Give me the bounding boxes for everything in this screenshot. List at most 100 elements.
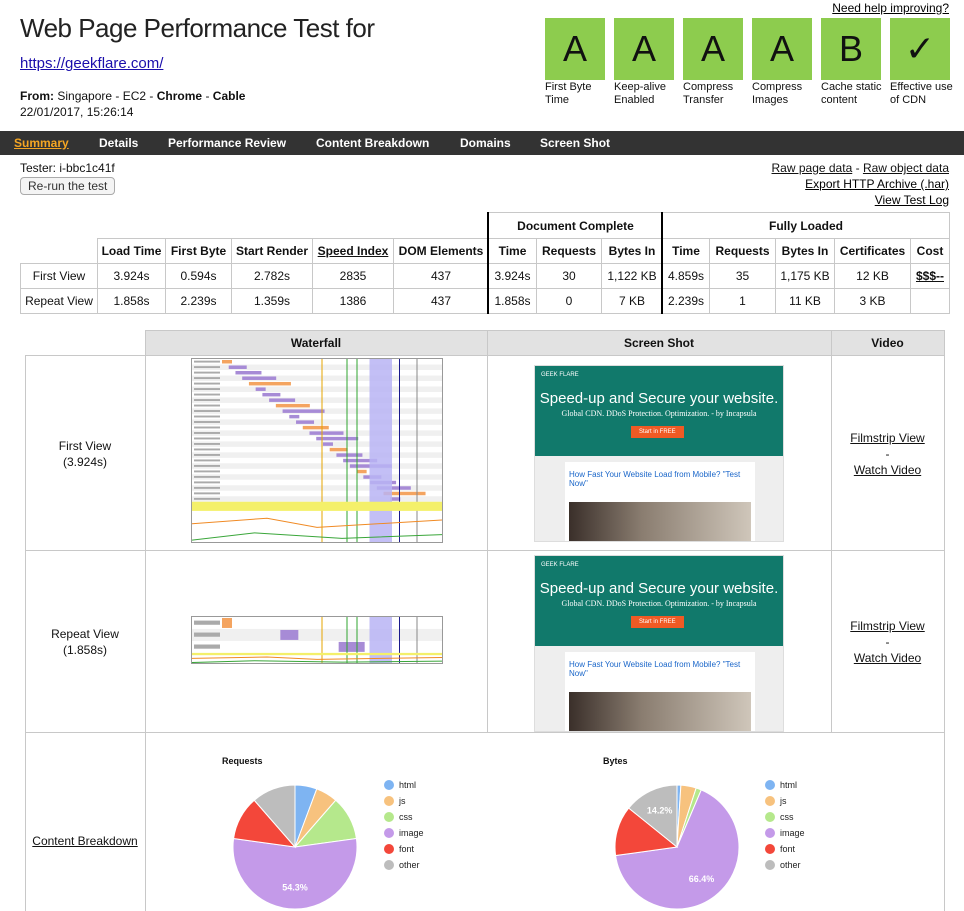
- waterfall-shape: [194, 497, 220, 500]
- hero-headline: Speed-up and Secure your website.: [539, 390, 779, 407]
- raw-object-link[interactable]: Raw object data: [862, 161, 949, 175]
- waterfall-shape: [390, 497, 401, 501]
- grade-box: ✓: [890, 18, 950, 80]
- grade-letter: A: [562, 28, 587, 69]
- group-header: Document Complete: [488, 212, 663, 239]
- details-column-header: Screen Shot: [623, 336, 695, 350]
- grade-letter: B: [838, 28, 863, 69]
- result-cell: 0: [536, 288, 602, 314]
- nav-tab[interactable]: Content Breakdown: [316, 136, 430, 150]
- location: Singapore - EC2: [57, 89, 147, 103]
- waterfall-shape: [289, 414, 300, 419]
- video-link[interactable]: Filmstrip View: [850, 619, 925, 633]
- legend-label: font: [780, 844, 796, 854]
- group-header: Fully Loaded: [662, 212, 950, 239]
- border-line: [25, 550, 945, 551]
- result-cell: 0.594s: [165, 263, 232, 289]
- grade-label: Compress Transfer: [683, 81, 734, 106]
- result-cell-text: 1,122 KB: [607, 269, 657, 283]
- waterfall-thumbnail[interactable]: [191, 616, 443, 664]
- waterfall-shape: [192, 656, 442, 660]
- content-breakdown-link[interactable]: Content Breakdown: [32, 834, 138, 848]
- result-cell: 35: [709, 263, 776, 289]
- column-header-text[interactable]: Speed Index: [317, 244, 389, 258]
- pie-slice: [233, 799, 297, 848]
- nav-tab[interactable]: Summary: [14, 136, 69, 150]
- nav-tab[interactable]: Performance Review: [168, 136, 287, 150]
- row-label: First View: [20, 263, 98, 289]
- hero-button: Start in FREE: [631, 616, 684, 628]
- result-cell: 1,122 KB: [601, 263, 663, 289]
- waterfall-thumbnail[interactable]: [191, 358, 443, 543]
- waterfall-shape: [192, 397, 442, 403]
- nav-tab[interactable]: Details: [99, 136, 139, 150]
- pie-slice: [628, 784, 678, 849]
- help-link[interactable]: Need help improving?: [832, 1, 949, 15]
- column-header: Start Render: [231, 238, 313, 264]
- result-cell-text: 2835: [339, 269, 367, 283]
- grade-label: Cache static content: [821, 81, 882, 106]
- result-cell-text: 3.924s: [494, 269, 531, 283]
- video-link[interactable]: Filmstrip View: [850, 430, 925, 445]
- article-image: [569, 692, 751, 731]
- raw-page-link[interactable]: Raw page data: [771, 161, 853, 175]
- nav-tab[interactable]: Domains: [460, 136, 511, 150]
- waterfall-shape: [242, 376, 277, 380]
- result-cell: 1,175 KB: [775, 263, 835, 289]
- nav-tab[interactable]: Screen Shot: [540, 136, 611, 150]
- test-date: 22/01/2017, 15:26:14: [20, 105, 134, 119]
- screenshot-thumbnail[interactable]: GEEK FLARE Speed-up and Secure your websi…: [534, 555, 784, 732]
- legend-swatch: [384, 796, 394, 806]
- pie-slice: [615, 789, 740, 910]
- screenshot-thumbnail[interactable]: GEEK FLARE Speed-up and Secure your websi…: [534, 365, 784, 542]
- waterfall-shape: [192, 496, 442, 502]
- result-cell: 1.858s: [97, 288, 166, 314]
- grade-box: A: [752, 18, 812, 80]
- column-header-text: Bytes In: [781, 244, 829, 258]
- waterfall-shape: [194, 475, 220, 478]
- result-cell: 30: [536, 263, 602, 289]
- waterfall-shape: [316, 436, 359, 441]
- slice-label: 54.3%: [282, 882, 308, 892]
- log-link[interactable]: View Test Log: [874, 193, 949, 207]
- waterfall-shape: [194, 486, 220, 489]
- waterfall-shape: [194, 377, 220, 380]
- waterfall-shape: [194, 432, 220, 434]
- video-link[interactable]: Watch Video: [853, 651, 922, 665]
- waterfall-shape: [194, 453, 220, 456]
- details-header-bg: [145, 330, 944, 355]
- grade-label: Effective use of CDN: [890, 81, 953, 106]
- legend-label: css: [399, 812, 413, 822]
- browser: Chrome: [156, 89, 203, 103]
- legend-label: js: [779, 796, 787, 806]
- waterfall-shape: [194, 437, 220, 440]
- waterfall-shape: [194, 371, 220, 374]
- waterfall-shape: [192, 386, 442, 392]
- test-url[interactable]: https://geekflare.com/: [20, 55, 164, 72]
- video-link[interactable]: Watch Video: [853, 462, 922, 477]
- legend-label: font: [399, 844, 415, 854]
- result-cell-text: 12 KB: [856, 269, 889, 283]
- waterfall-shape: [194, 481, 220, 484]
- result-cell: 7 KB: [601, 288, 663, 314]
- pie-slice: [232, 837, 358, 910]
- result-cell: 3 KB: [834, 288, 911, 314]
- divider: [661, 212, 663, 314]
- column-header: Requests: [709, 238, 776, 264]
- grade-box: A: [614, 18, 674, 80]
- result-cell: 1.858s: [488, 288, 537, 314]
- column-header-text: Load Time: [101, 244, 162, 258]
- column-header: Cost: [910, 238, 950, 264]
- rerun-button[interactable]: Re-run the test: [20, 177, 116, 195]
- site-name: GEEK FLARE: [541, 372, 579, 378]
- result-cell-text[interactable]: $$$--: [915, 269, 944, 283]
- column-header-text: Bytes In: [608, 244, 656, 258]
- result-cell: 2.239s: [165, 288, 232, 314]
- waterfall-shape: [192, 375, 442, 381]
- result-cell-text: 30: [562, 269, 576, 283]
- result-cell-text: 1: [739, 294, 746, 308]
- legend-label: html: [399, 780, 416, 790]
- waterfall-shape: [194, 399, 220, 401]
- har-link[interactable]: Export HTTP Archive (.har): [805, 177, 949, 191]
- hero-subline: Global CDN. DDoS Protection. Optimizatio…: [561, 409, 757, 418]
